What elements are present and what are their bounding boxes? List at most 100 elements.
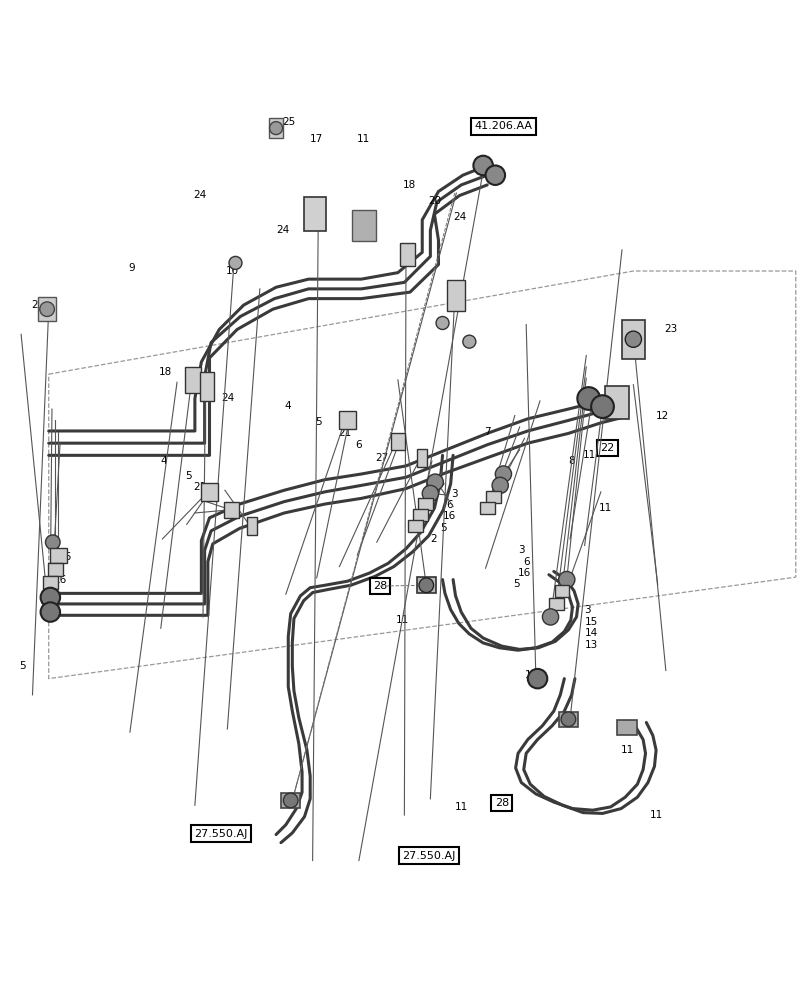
Circle shape [542,609,558,625]
Circle shape [462,335,475,348]
Text: 25: 25 [31,300,44,310]
Text: 11: 11 [396,615,409,625]
Bar [616,720,636,735]
Text: 21: 21 [337,428,350,438]
Text: 20: 20 [428,196,441,206]
Text: 5: 5 [513,579,519,589]
Circle shape [229,256,242,269]
Text: 18: 18 [159,367,172,377]
Bar [268,118,283,138]
Text: 11: 11 [649,810,662,820]
Bar [554,585,569,597]
Circle shape [427,474,443,490]
Circle shape [495,466,511,482]
Text: 18: 18 [402,180,415,190]
Bar [247,517,256,535]
Text: 7: 7 [483,427,490,437]
Text: 28: 28 [372,581,387,591]
Bar [351,210,375,241]
Text: 6: 6 [204,493,211,503]
Bar [548,598,563,610]
Text: 10: 10 [225,266,238,276]
Circle shape [418,578,433,593]
Circle shape [590,395,613,418]
Text: 11: 11 [599,503,611,513]
Text: 5: 5 [19,661,26,671]
Bar [281,793,300,808]
Text: 11: 11 [582,450,595,460]
Bar [43,576,58,589]
Bar [224,502,238,518]
Circle shape [527,669,547,688]
Text: 28: 28 [494,798,508,808]
Text: 21: 21 [193,482,206,492]
Text: 17: 17 [310,134,323,144]
Circle shape [269,122,282,135]
Circle shape [41,602,60,622]
Text: 9: 9 [128,263,135,273]
Text: 11: 11 [454,802,467,812]
Text: 5: 5 [315,417,321,427]
Circle shape [40,302,54,316]
Text: 25: 25 [282,117,295,127]
Text: 3: 3 [584,605,590,615]
Text: 27.550.AJ: 27.550.AJ [194,829,247,839]
Text: 15: 15 [584,617,597,627]
Circle shape [422,485,438,502]
Text: 24: 24 [193,190,206,200]
Bar [408,520,423,532]
Text: 26: 26 [58,552,71,562]
Text: 24: 24 [276,225,289,235]
Text: 16: 16 [442,511,455,521]
Text: 23: 23 [663,324,676,334]
Circle shape [45,535,60,550]
Text: 6: 6 [522,557,529,567]
Text: 8: 8 [568,456,574,466]
Bar [400,243,414,266]
Text: 6: 6 [355,440,362,450]
Circle shape [485,165,504,185]
Text: 1: 1 [524,670,530,680]
Circle shape [436,316,448,329]
Circle shape [491,477,508,494]
Text: 5: 5 [50,586,57,596]
Text: 27: 27 [223,505,236,515]
Text: 16: 16 [517,568,530,578]
Circle shape [473,156,492,175]
Text: 2: 2 [430,534,436,544]
Text: 6: 6 [57,563,63,573]
Circle shape [560,712,575,727]
Text: 11: 11 [620,745,633,755]
Circle shape [283,793,298,808]
Bar [486,491,500,503]
Circle shape [558,571,574,588]
Text: 27.550.AJ: 27.550.AJ [401,851,455,861]
Bar [49,548,67,563]
Bar [417,449,427,467]
Circle shape [577,387,599,410]
Bar [418,498,432,510]
Text: 5: 5 [185,471,191,481]
Text: 6: 6 [446,500,453,510]
Circle shape [624,331,641,347]
Circle shape [41,588,60,607]
Text: 16: 16 [54,575,67,585]
Bar [38,297,56,321]
Bar [185,367,201,393]
Bar [621,320,644,359]
Text: 41.206.AA: 41.206.AA [474,121,532,131]
Text: 4: 4 [161,456,167,466]
Text: 13: 13 [584,640,597,650]
Text: 12: 12 [655,411,668,421]
Text: 14: 14 [584,628,597,638]
Text: 3: 3 [517,545,524,555]
Text: 22: 22 [599,443,614,453]
Text: 5: 5 [440,523,446,533]
Text: 24: 24 [453,212,466,222]
Bar [479,502,494,514]
Bar [413,509,427,521]
Bar [390,433,405,450]
Text: 19: 19 [201,378,214,388]
Text: 4: 4 [284,401,290,411]
Bar [558,712,577,727]
